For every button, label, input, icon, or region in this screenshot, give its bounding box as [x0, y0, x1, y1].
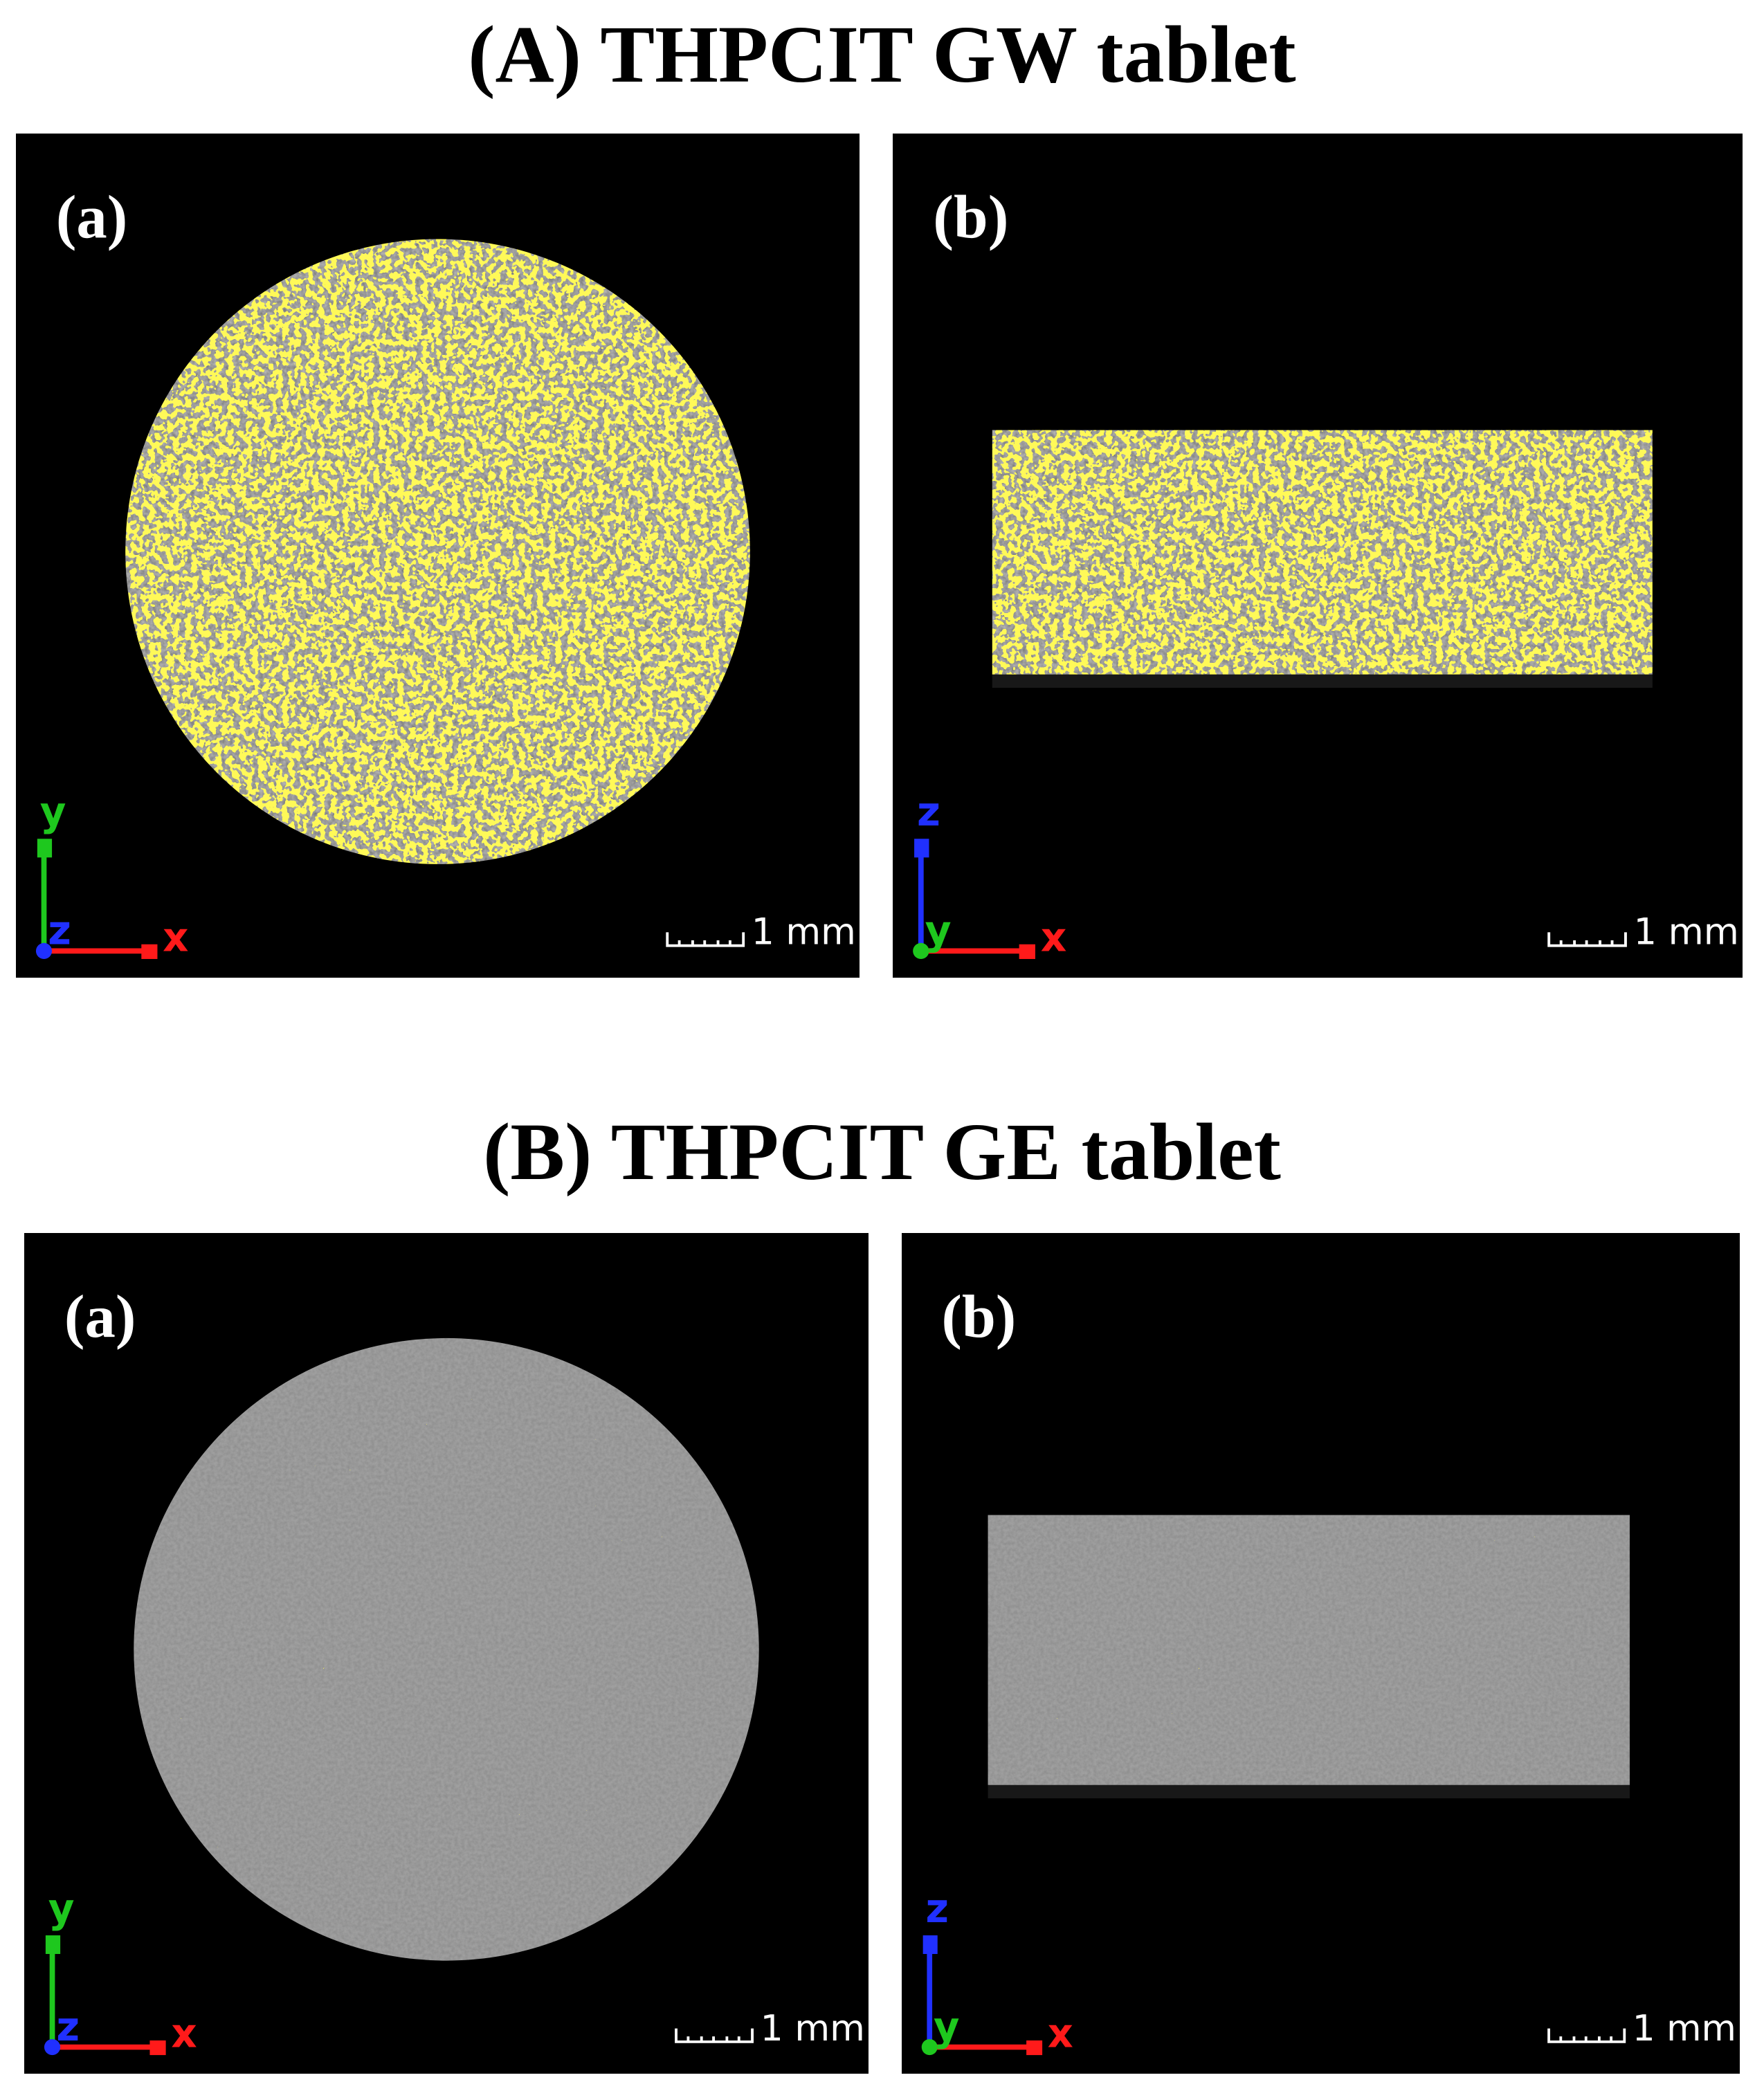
- scale-bar: [666, 932, 745, 947]
- axis-label: x: [1041, 914, 1067, 961]
- axis-label: x: [163, 913, 188, 960]
- scale-bar-label: 1 mm: [1633, 2008, 1736, 2049]
- ct-panel: (a) y z x 1 mm: [16, 134, 860, 978]
- scale-bar: [1547, 932, 1627, 947]
- tablet-cross-section: [134, 1337, 759, 1961]
- axis-origin: [913, 942, 929, 959]
- panel-label: (b): [941, 1283, 1016, 1351]
- scale-bar: [675, 2028, 754, 2043]
- section-title: (A) THPCIT GW tablet: [468, 9, 1296, 100]
- scale-bar-label: 1 mm: [752, 912, 856, 953]
- tablet-shadow: [988, 1784, 1630, 1799]
- section-title: (B) THPCIT GE tablet: [483, 1106, 1281, 1197]
- tablet-side-section: [992, 430, 1653, 675]
- axis-label: y: [40, 788, 66, 835]
- tablet-cross-section: [125, 239, 750, 864]
- axis-horizontal-tip: [1019, 944, 1035, 959]
- axis-label: y: [925, 907, 952, 954]
- ct-panel: (b) z y x 1 mm: [893, 134, 1743, 978]
- axis-origin: [921, 2039, 938, 2056]
- axis-horizontal-tip: [149, 2040, 166, 2056]
- panel-label: (b): [933, 184, 1008, 252]
- axis-origin: [35, 942, 53, 959]
- axis-label: z: [56, 2003, 80, 2050]
- axis-horizontal-tip: [141, 944, 158, 959]
- axis-vertical-tip: [914, 839, 929, 858]
- scale-bar: [1547, 2028, 1626, 2043]
- axis-vertical-tip: [45, 1935, 61, 1954]
- axis-label: y: [934, 2004, 959, 2050]
- axis-label: z: [917, 788, 940, 835]
- panel-label: (a): [64, 1283, 136, 1351]
- axis-origin: [44, 2039, 61, 2056]
- axis-label: y: [48, 1885, 75, 1932]
- ct-panel: (b) z y x 1 mm: [902, 1233, 1740, 2074]
- tablet-shadow: [992, 674, 1653, 688]
- axis-vertical-tip: [37, 839, 53, 858]
- axis-horizontal-tip: [1026, 2040, 1043, 2056]
- scale-bar-label: 1 mm: [761, 2008, 865, 2049]
- panel-label: (a): [56, 184, 127, 252]
- ct-panel: (a) y z x 1 mm: [24, 1233, 869, 2074]
- axis-label: z: [925, 1885, 948, 1932]
- tablet-side-section: [988, 1515, 1630, 1785]
- scale-bar-label: 1 mm: [1634, 911, 1739, 953]
- axis-label: x: [1048, 2010, 1073, 2056]
- axis-label: x: [171, 2010, 197, 2057]
- axis-label: z: [48, 907, 71, 954]
- axis-vertical-tip: [922, 1935, 938, 1954]
